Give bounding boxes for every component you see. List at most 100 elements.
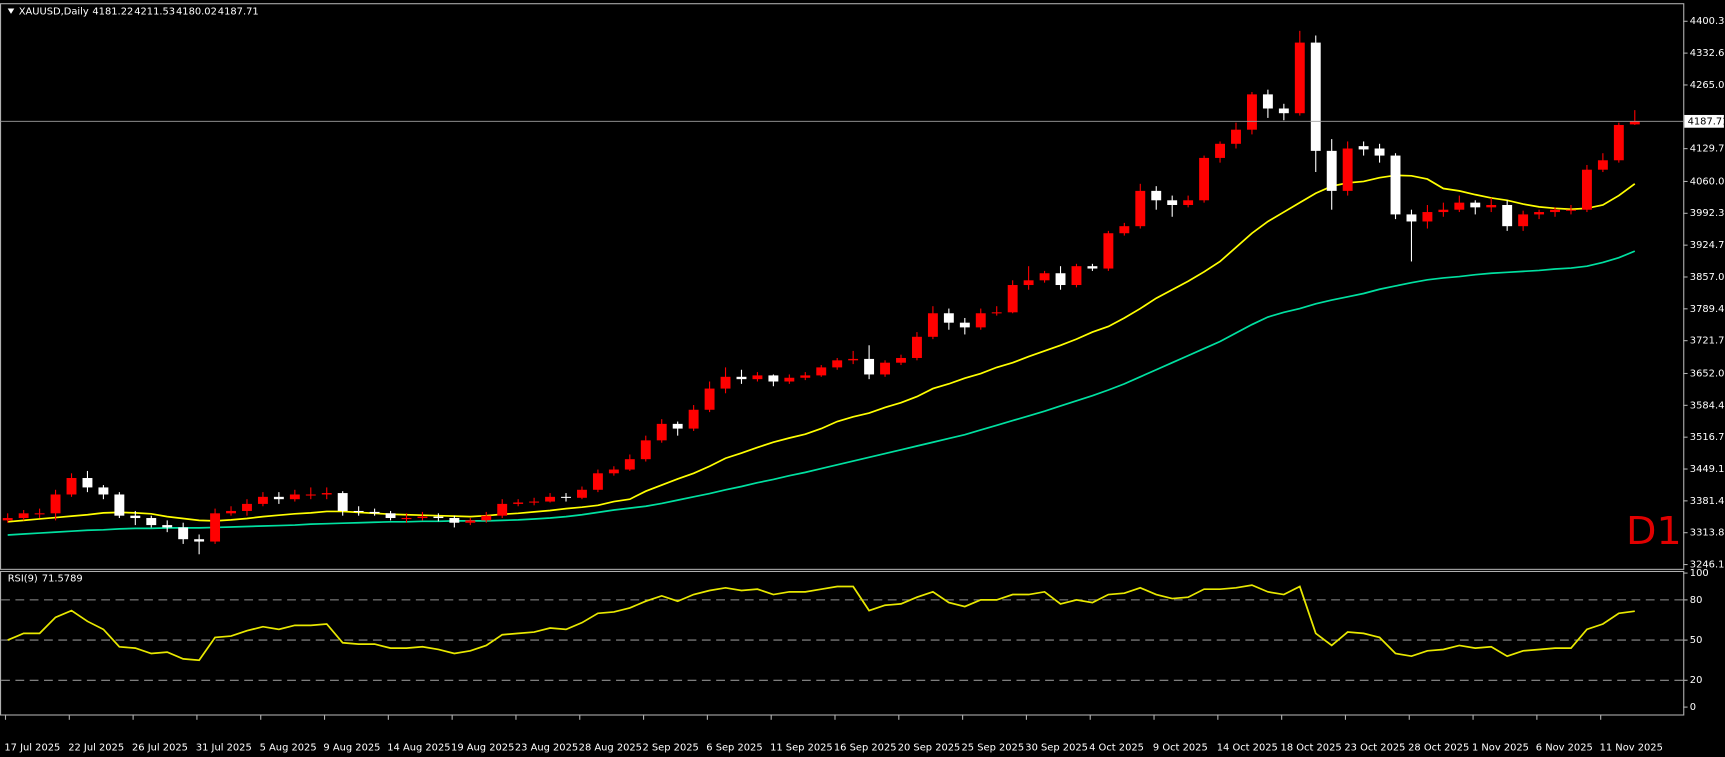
candle-body: [98, 487, 109, 495]
candle-body: [1374, 148, 1385, 156]
candle-body: [1597, 160, 1608, 170]
candle-body: [401, 518, 412, 520]
candle-body: [210, 513, 221, 542]
candle-body: [624, 459, 635, 470]
y-tick-label: 4400.30: [1690, 16, 1725, 27]
x-tick-label: 30 Sep 2025: [1025, 743, 1088, 754]
candle-body: [1135, 190, 1146, 227]
y-tick-label: 4060.00: [1690, 177, 1725, 188]
candle-body: [927, 313, 938, 337]
x-tick-label: 6 Nov 2025: [1536, 743, 1593, 754]
x-tick-label: 9 Oct 2025: [1153, 743, 1208, 754]
candle-body: [975, 313, 986, 328]
x-tick-label: 14 Aug 2025: [387, 743, 450, 754]
candle-body: [1199, 157, 1210, 201]
rsi-title: RSI(9): [8, 573, 38, 584]
moving-average: [7, 174, 1636, 523]
ohlc-low: 4180.02: [176, 7, 217, 18]
candle-body: [50, 494, 61, 514]
candle-body: [465, 520, 476, 523]
y-tick-label: 3584.40: [1690, 400, 1725, 411]
candle-body: [752, 375, 763, 380]
candle-body: [417, 516, 428, 519]
candle-body: [1055, 273, 1066, 286]
candle-body: [736, 376, 747, 380]
candle-body: [146, 518, 157, 526]
x-tick-label: 11 Sep 2025: [770, 743, 833, 754]
ohlc-close: 4187.71: [218, 7, 259, 18]
candle-body: [1071, 266, 1082, 286]
candle-body: [1613, 124, 1624, 161]
x-tick-label: 28 Oct 2025: [1408, 743, 1469, 754]
candle-body: [959, 322, 970, 328]
y-tick-label: 3721.75: [1690, 336, 1725, 347]
candle-body: [1534, 212, 1545, 215]
x-tick-label: 26 Jul 2025: [132, 743, 188, 754]
candle-body: [1518, 214, 1529, 227]
y-tick-label: 80: [1690, 595, 1703, 606]
candle-body: [1294, 42, 1305, 114]
candle-body: [2, 518, 13, 521]
collapse-arrow[interactable]: [7, 8, 15, 14]
candle-body: [1581, 169, 1592, 210]
x-tick-label: 6 Sep 2025: [706, 743, 762, 754]
y-tick-label: 4332.65: [1690, 48, 1725, 59]
y-tick-label: 3246.15: [1690, 560, 1725, 571]
candle-body: [1310, 42, 1321, 151]
candle-body: [1422, 212, 1433, 222]
candle-body: [369, 511, 380, 514]
candle-body: [1039, 273, 1050, 281]
x-tick-label: 22 Jul 2025: [68, 743, 124, 754]
candle-body: [1278, 108, 1289, 114]
y-tick-label: 3516.75: [1690, 432, 1725, 443]
candle-body: [816, 367, 827, 376]
candle-body: [289, 494, 300, 500]
x-tick-label: 25 Sep 2025: [962, 743, 1025, 754]
candle-body: [880, 362, 891, 375]
y-tick-label: 3924.70: [1690, 240, 1725, 251]
candle-body: [273, 496, 284, 500]
candle-body: [449, 518, 460, 523]
candle-body: [1566, 209, 1576, 211]
candle-body: [353, 510, 364, 513]
y-tick-label: 3381.45: [1690, 496, 1725, 507]
candle-body: [896, 357, 906, 363]
rsi-panel-frame: [0, 570, 1685, 716]
x-tick-label: 19 Aug 2025: [451, 743, 514, 754]
candle-body: [1167, 200, 1178, 205]
rsi-line: [7, 584, 1635, 662]
x-tick-label: 23 Aug 2025: [515, 743, 578, 754]
main-panel-frame: [0, 3, 1685, 570]
candle-body: [18, 513, 29, 519]
candle-body: [433, 516, 444, 519]
candle-body: [912, 336, 922, 358]
candle-body: [864, 358, 875, 375]
candle-body: [704, 388, 715, 410]
ohlc-high: 4211.53: [134, 7, 175, 18]
candle-body: [1342, 148, 1353, 191]
candle-body: [497, 503, 508, 516]
y-tick-label: 3652.05: [1690, 369, 1725, 380]
x-tick-label: 11 Nov 2025: [1600, 743, 1663, 754]
candle-body: [768, 375, 779, 382]
x-tick-label: 28 Aug 2025: [579, 743, 642, 754]
candle-body: [545, 496, 556, 502]
candle-body: [1087, 266, 1098, 269]
candle-body: [848, 358, 859, 361]
candle-body: [672, 423, 683, 429]
candle-body: [82, 478, 93, 488]
candle-body: [1023, 280, 1034, 286]
candle-body: [656, 423, 667, 441]
x-tick-label: 16 Sep 2025: [834, 743, 897, 754]
y-tick-label: 4265.00: [1690, 80, 1725, 91]
x-tick-label: 9 Aug 2025: [323, 743, 380, 754]
x-tick-label: 1 Nov 2025: [1472, 743, 1529, 754]
candle-body: [385, 513, 396, 519]
candle-body: [513, 502, 524, 504]
y-tick-label: 4129.70: [1690, 144, 1725, 155]
y-tick-label: 3992.35: [1690, 208, 1725, 219]
y-tick-label: 3789.40: [1690, 304, 1725, 315]
